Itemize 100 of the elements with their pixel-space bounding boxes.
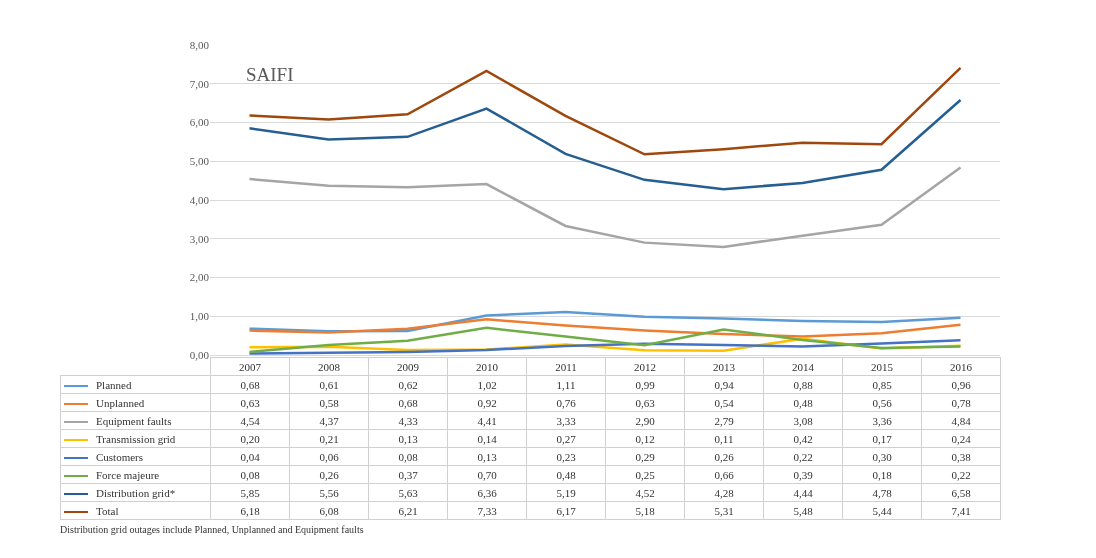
data-label: 4,84 (921, 411, 1001, 430)
data-label: 0,25 (605, 465, 685, 484)
data-label: 0,88 (763, 375, 843, 394)
data-label: 0,56 (842, 393, 922, 412)
y-tick-label: 2,00 (189, 271, 210, 284)
data-label: 4,78 (842, 483, 922, 502)
text: Distribution grid outages include Planned, Unplanned and Equipment faults (60, 524, 364, 535)
x-tick-label: 2010 (447, 357, 527, 376)
data-label: 0,26 (289, 465, 369, 484)
data-label: 5,31 (684, 501, 764, 520)
data-label: 5,44 (842, 501, 922, 520)
data-label: 6,58 (921, 483, 1001, 502)
data-label: 4,54 (210, 411, 290, 430)
y-tick-label: 6,00 (189, 116, 210, 129)
data-label: 0,08 (368, 447, 448, 466)
data-label: 0,26 (684, 447, 764, 466)
data-label: 0,61 (289, 375, 369, 394)
x-tick-label: 2008 (289, 357, 369, 376)
data-label: 0,20 (210, 429, 290, 448)
data-label: 0,85 (842, 375, 922, 394)
data-label: 0,22 (921, 465, 1001, 484)
data-label: 0,78 (921, 393, 1001, 412)
data-label: 0,13 (447, 447, 527, 466)
data-label: 6,08 (289, 501, 369, 520)
data-label: 0,66 (684, 465, 764, 484)
data-label: 6,17 (526, 501, 606, 520)
data-label: 0,22 (763, 447, 843, 466)
line-series (248, 98, 962, 191)
y-tick-label: 8,00 (189, 38, 210, 51)
data-label: 2,79 (684, 411, 764, 430)
data-label: 0,08 (210, 465, 290, 484)
data-label: 0,23 (526, 447, 606, 466)
x-tick-label: 2009 (368, 357, 448, 376)
data-label: 0,27 (526, 429, 606, 448)
data-label: 0,13 (368, 429, 448, 448)
x-tick-label: 2015 (842, 357, 922, 376)
data-label: 5,19 (526, 483, 606, 502)
data-label: 4,41 (447, 411, 527, 430)
x-tick-label: 2012 (605, 357, 685, 376)
legend-label: Force majeure (60, 465, 211, 484)
legend-label: Unplanned (60, 393, 211, 412)
data-label: 0,62 (368, 375, 448, 394)
y-tick-label: 3,00 (189, 232, 210, 245)
data-label: 2,90 (605, 411, 685, 430)
legend-label: Equipment faults (60, 411, 211, 430)
data-label: 0,58 (289, 393, 369, 412)
data-label: 5,85 (210, 483, 290, 502)
data-label: 3,36 (842, 411, 922, 430)
data-label: 0,18 (842, 465, 922, 484)
data-label: 0,94 (684, 375, 764, 394)
data-label: 0,30 (842, 447, 922, 466)
data-label: 0,29 (605, 447, 685, 466)
data-label: 7,41 (921, 501, 1001, 520)
data-label: 5,48 (763, 501, 843, 520)
data-label: 0,12 (605, 429, 685, 448)
data-label: 0,99 (605, 375, 685, 394)
text: SAIFI (246, 64, 294, 86)
x-tick-label: 2014 (763, 357, 843, 376)
data-label: 0,68 (368, 393, 448, 412)
data-label: 3,33 (526, 411, 606, 430)
data-label: 5,18 (605, 501, 685, 520)
data-label: 4,44 (763, 483, 843, 502)
x-tick-label: 2016 (921, 357, 1001, 376)
x-tick-label: 2011 (526, 357, 606, 376)
y-tick-label: 5,00 (189, 155, 210, 168)
y-tick-label: 7,00 (189, 77, 210, 90)
data-label: 0,48 (526, 465, 606, 484)
data-label: 3,08 (763, 411, 843, 430)
data-label: 0,39 (763, 465, 843, 484)
data-label: 0,38 (921, 447, 1001, 466)
legend-label: Planned (60, 375, 211, 394)
line-series (248, 66, 962, 156)
data-label: 0,48 (763, 393, 843, 412)
line-series (248, 318, 962, 338)
data-label: 0,76 (526, 393, 606, 412)
x-tick-label: 2013 (684, 357, 764, 376)
x-tick-label: 2007 (210, 357, 290, 376)
data-label: 0,70 (447, 465, 527, 484)
data-label: 0,63 (605, 393, 685, 412)
data-label: 4,37 (289, 411, 369, 430)
data-label: 0,21 (289, 429, 369, 448)
data-label: 0,96 (921, 375, 1001, 394)
data-label: 0,24 (921, 429, 1001, 448)
data-label: 0,54 (684, 393, 764, 412)
data-label: 0,42 (763, 429, 843, 448)
data-label: 4,28 (684, 483, 764, 502)
data-label: 0,92 (447, 393, 527, 412)
line-series (248, 326, 962, 354)
legend-label: Transmission grid (60, 429, 211, 448)
y-tick-label: 0,00 (189, 348, 210, 361)
legend-label: Total (60, 501, 211, 520)
data-label: 0,37 (368, 465, 448, 484)
data-label: 1,02 (447, 375, 527, 394)
data-label: 6,36 (447, 483, 527, 502)
data-label: 0,63 (210, 393, 290, 412)
data-label: 0,11 (684, 429, 764, 448)
data-label: 0,04 (210, 447, 290, 466)
legend-label: Customers (60, 447, 211, 466)
data-label: 6,18 (210, 501, 290, 520)
line-series (248, 166, 962, 249)
